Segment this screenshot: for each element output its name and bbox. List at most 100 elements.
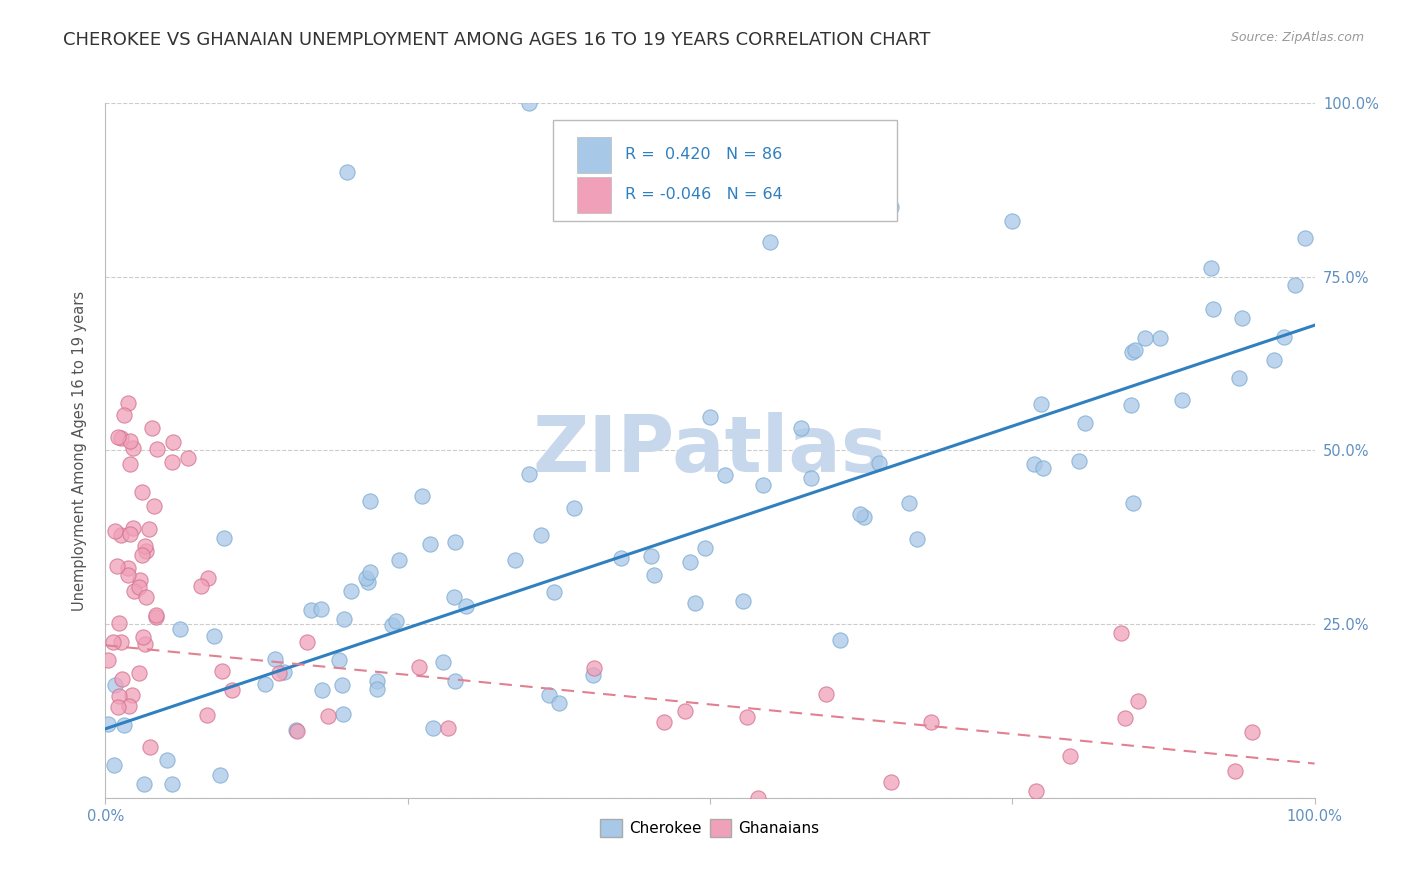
- Point: [432, 655, 454, 669]
- Point: [117, 396, 139, 410]
- Point: [145, 442, 167, 456]
- Point: [162, 435, 184, 450]
- Point: [332, 706, 354, 721]
- Point: [733, 594, 755, 608]
- Point: [384, 614, 406, 628]
- Point: [454, 599, 477, 614]
- Point: [357, 574, 380, 589]
- Point: [176, 450, 198, 465]
- Point: [443, 590, 465, 604]
- Point: [128, 580, 150, 594]
- Point: [737, 709, 759, 723]
- FancyBboxPatch shape: [576, 177, 610, 213]
- Point: [112, 718, 135, 732]
- Point: [1022, 458, 1045, 472]
- Point: [135, 544, 157, 558]
- Point: [134, 539, 156, 553]
- Point: [640, 549, 662, 564]
- Point: [118, 527, 141, 541]
- Point: [1114, 711, 1136, 725]
- Point: [195, 708, 218, 723]
- Point: [517, 467, 540, 481]
- Point: [422, 721, 444, 735]
- Point: [643, 567, 665, 582]
- Point: [437, 721, 460, 735]
- Point: [693, 541, 716, 555]
- Text: ZIPatlas: ZIPatlas: [533, 412, 887, 489]
- Y-axis label: Unemployment Among Ages 16 to 19 years: Unemployment Among Ages 16 to 19 years: [72, 291, 87, 610]
- Point: [538, 689, 561, 703]
- Point: [1074, 416, 1097, 430]
- Point: [128, 573, 150, 587]
- Point: [1135, 330, 1157, 344]
- Point: [679, 555, 702, 569]
- Point: [253, 676, 276, 690]
- Point: [752, 477, 775, 491]
- Point: [1171, 393, 1194, 408]
- Point: [1029, 396, 1052, 410]
- Point: [868, 456, 890, 470]
- Point: [112, 409, 135, 423]
- Point: [160, 777, 183, 791]
- Point: [132, 777, 155, 791]
- Point: [366, 681, 388, 696]
- Point: [1202, 301, 1225, 316]
- Point: [107, 429, 129, 443]
- Point: [160, 454, 183, 468]
- Point: [880, 200, 903, 214]
- Point: [104, 524, 127, 539]
- Point: [381, 617, 404, 632]
- Point: [582, 668, 605, 682]
- Point: [311, 601, 333, 615]
- Point: [135, 590, 157, 604]
- Point: [699, 409, 721, 424]
- Point: [118, 458, 141, 472]
- Point: [202, 629, 225, 643]
- Point: [359, 494, 381, 508]
- Point: [1122, 496, 1144, 510]
- Point: [1223, 764, 1246, 778]
- Point: [121, 688, 143, 702]
- Point: [211, 664, 233, 678]
- Point: [530, 527, 553, 541]
- Point: [543, 585, 565, 599]
- Point: [316, 708, 339, 723]
- FancyBboxPatch shape: [576, 136, 610, 173]
- Point: [828, 633, 851, 648]
- Text: R =  0.420   N = 86: R = 0.420 N = 86: [626, 147, 783, 162]
- Point: [1241, 724, 1264, 739]
- Point: [652, 715, 675, 730]
- Point: [332, 612, 354, 626]
- Point: [1294, 230, 1316, 244]
- Point: [920, 714, 942, 729]
- Point: [673, 704, 696, 718]
- Point: [1069, 454, 1091, 468]
- Text: CHEROKEE VS GHANAIAN UNEMPLOYMENT AMONG AGES 16 TO 19 YEARS CORRELATION CHART: CHEROKEE VS GHANAIAN UNEMPLOYMENT AMONG …: [63, 31, 931, 49]
- Point: [142, 499, 165, 513]
- Point: [332, 678, 354, 692]
- Point: [156, 753, 179, 767]
- Point: [853, 509, 876, 524]
- Point: [815, 686, 838, 700]
- Point: [128, 666, 150, 681]
- Point: [107, 699, 129, 714]
- Point: [411, 489, 433, 503]
- Point: [209, 768, 232, 782]
- Point: [97, 717, 120, 731]
- Point: [138, 522, 160, 536]
- Point: [759, 235, 782, 249]
- Point: [145, 609, 167, 624]
- Point: [111, 672, 134, 686]
- Point: [897, 496, 920, 510]
- Point: [1032, 461, 1054, 475]
- Point: [104, 678, 127, 692]
- Point: [297, 634, 319, 648]
- Point: [1025, 783, 1047, 797]
- Point: [336, 165, 359, 179]
- Point: [141, 421, 163, 435]
- Point: [269, 665, 291, 680]
- Point: [562, 500, 585, 515]
- Point: [121, 441, 143, 455]
- Point: [110, 635, 132, 649]
- Point: [285, 724, 308, 739]
